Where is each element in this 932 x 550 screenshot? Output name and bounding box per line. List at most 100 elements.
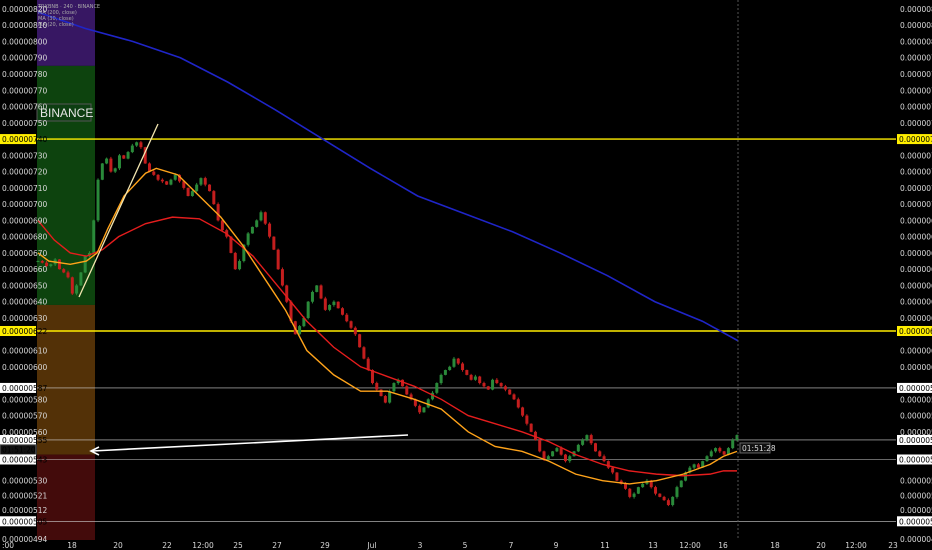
candle-body-67: [323, 298, 327, 310]
y-tick-right-0: 0.00000820: [900, 5, 932, 14]
candle-body-120: [551, 451, 555, 457]
candle-body-8: [70, 277, 74, 294]
candle-body-161: [726, 448, 730, 455]
y-tick-right-12: 0.00000690: [900, 216, 932, 225]
candle-body-99: [461, 363, 465, 371]
candle-body-119: [546, 456, 550, 460]
y-tick-left-6: 0.00000760: [2, 103, 48, 112]
candle-body-85: [401, 379, 405, 387]
ma-line-1: [37, 216, 737, 477]
candle-body-141: [641, 483, 645, 488]
candle-body-9: [75, 285, 79, 294]
y-tick-right-26: 0.00000512: [900, 506, 932, 515]
candle-body-101: [469, 374, 473, 380]
candle-body-48: [242, 244, 246, 262]
candle-body-58: [285, 285, 289, 302]
y-tick-right-2: 0.00000800: [900, 37, 932, 46]
legend-ma20: MA (20, close): [38, 22, 74, 28]
x-tick-12: 9: [554, 541, 559, 550]
candle-body-41: [212, 191, 216, 205]
arrow-head-icon: [89, 446, 100, 456]
x-tick-10: 5: [463, 541, 468, 550]
legend-ma200: MA (200, close): [38, 10, 77, 16]
price-tag-right-label-5: 0.00000505: [899, 517, 932, 526]
candle-body-38: [199, 178, 203, 185]
current-time-label: 01:51:28: [742, 444, 776, 453]
y-tick-right-8: 0.00000730: [900, 151, 932, 160]
x-axis[interactable]: :00 18 20 22 12:00 25 27 29 Jul 3 5 7 9 11 13 12:00 16 18…: [2, 541, 898, 550]
x-tick-8: Jul: [366, 541, 376, 550]
candle-body-133: [606, 461, 610, 468]
x-tick-7: 29: [320, 541, 330, 550]
candle-body-75: [358, 334, 362, 348]
y-axis-left[interactable]: 0.00000820 0.00000810 0.00000800 0.00000790…: [0, 5, 48, 544]
price-tag-left-label-1: 0.00000622: [2, 327, 48, 336]
candle-body-55: [272, 236, 276, 250]
candle-body-81: [383, 396, 387, 403]
x-tick-11: 7: [509, 541, 514, 550]
candle-body-104: [482, 383, 486, 387]
candle-body-36: [190, 191, 194, 196]
y-tick-right-9: 0.00000720: [900, 168, 932, 177]
y-tick-left-8: 0.00000730: [2, 151, 48, 160]
y-tick-right-23: 0.00000560: [900, 428, 932, 437]
candle-body-130: [593, 443, 597, 452]
y-tick-right-17: 0.00000640: [900, 298, 932, 307]
candle-body-25: [143, 147, 147, 164]
y-tick-right-13: 0.00000680: [900, 233, 932, 242]
y-tick-right-16: 0.00000650: [900, 281, 932, 290]
candle-body-10: [79, 272, 83, 286]
candle-body-23: [135, 142, 139, 146]
candle-body-28: [156, 174, 160, 180]
y-tick-left-21: 0.00000580: [2, 395, 48, 404]
candle-body-107: [495, 379, 499, 384]
price-tag-left-label-5: 0.00000543: [2, 455, 48, 464]
trendline-rising[interactable]: [78, 123, 159, 298]
candle-body-77: [366, 358, 370, 371]
x-tick-2: 20: [113, 541, 123, 550]
trendline-white-arrow[interactable]: [91, 434, 409, 452]
y-axis-right[interactable]: 0.00000820 0.00000810 0.00000800 0.00000790…: [739, 5, 932, 544]
y-tick-left-14: 0.00000670: [2, 249, 48, 258]
candle-body-7: [66, 272, 70, 278]
x-tick-6: 27: [272, 541, 282, 550]
candle-body-27: [152, 171, 156, 175]
candle-body-148: [671, 496, 675, 506]
y-tick-left-19: 0.00000610: [2, 347, 48, 356]
y-tick-left-0: 0.00000820: [2, 5, 48, 14]
candle-body-51: [255, 220, 259, 227]
candle-body-109: [503, 386, 507, 390]
candle-body-138: [628, 488, 632, 497]
candle-body-11: [83, 256, 87, 273]
x-tick-0: :00: [2, 541, 14, 550]
y-tick-right-15: 0.00000660: [900, 265, 932, 274]
candle-body-59: [289, 301, 293, 322]
candle-body-150: [679, 480, 683, 488]
y-tick-left-7: 0.00000750: [2, 119, 48, 128]
candle-body-90: [422, 407, 426, 413]
y-tick-left-13: 0.00000680: [2, 233, 48, 242]
candle-body-156: [705, 456, 709, 462]
candle-body-118: [542, 451, 546, 460]
y-tick-left-3: 0.00000790: [2, 54, 48, 63]
x-tick-9: 3: [418, 541, 423, 550]
candlestick-series: [36, 140, 739, 507]
y-tick-left-16: 0.00000650: [2, 281, 48, 290]
candle-body-13: [92, 220, 96, 253]
ma-line-0: [37, 11, 739, 342]
candle-body-72: [345, 314, 349, 322]
candle-body-126: [576, 444, 580, 452]
candle-body-49: [246, 233, 250, 245]
candle-body-158: [714, 448, 718, 452]
candle-body-3: [49, 264, 53, 266]
candle-body-122: [559, 448, 563, 455]
candle-body-32: [173, 174, 177, 180]
candle-body-26: [147, 163, 151, 172]
y-tick-left-4: 0.00000780: [2, 70, 48, 79]
candle-body-83: [392, 383, 396, 392]
candle-body-113: [521, 407, 525, 416]
candle-body-103: [478, 376, 482, 384]
y-tick-right-22: 0.00000570: [900, 412, 932, 421]
